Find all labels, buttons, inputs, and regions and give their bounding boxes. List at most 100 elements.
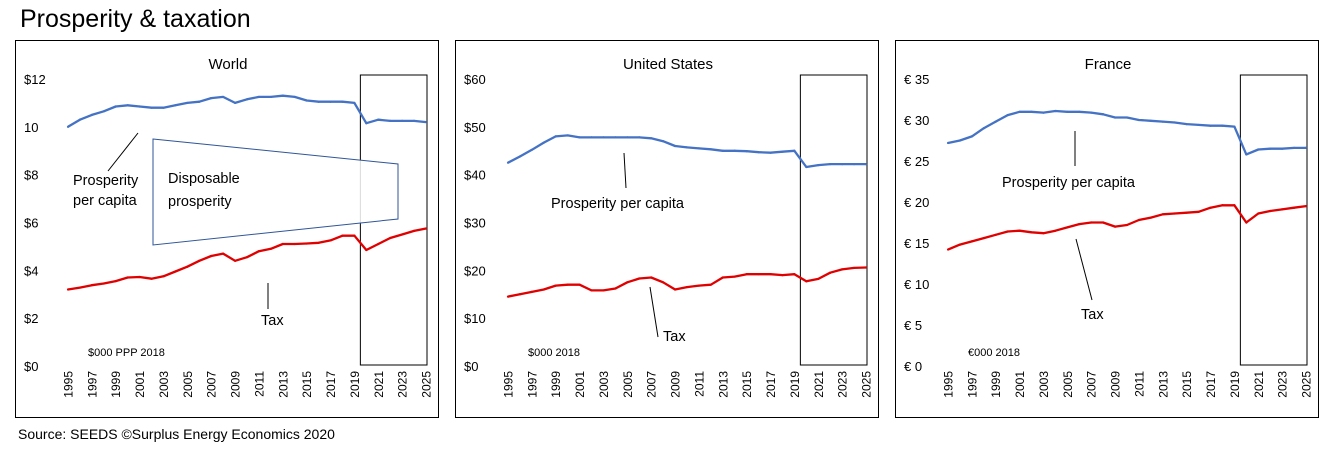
data-point-tax	[233, 259, 237, 262]
x-tick-label: 2003	[597, 371, 611, 398]
data-point-prosperity	[1269, 147, 1272, 150]
data-point-prosperity	[1125, 116, 1129, 119]
data-point-prosperity	[805, 165, 808, 169]
y-tick-label: $12	[24, 72, 46, 87]
annotation-leader-line	[107, 132, 139, 172]
x-tick-label: 1995	[62, 371, 76, 398]
data-point-tax	[1125, 223, 1129, 227]
chart-title: United States	[623, 56, 713, 73]
x-tick-label: 2017	[1204, 371, 1218, 398]
data-point-prosperity	[233, 101, 237, 105]
data-point-tax	[852, 266, 856, 270]
data-point-tax	[982, 236, 985, 240]
data-point-tax	[602, 289, 605, 292]
y-tick-label: € 25	[904, 154, 929, 169]
data-point-prosperity	[506, 161, 510, 164]
chart-title: World	[209, 56, 248, 73]
data-point-tax	[281, 242, 284, 246]
data-point-tax	[329, 239, 332, 242]
data-point-tax	[518, 293, 522, 296]
data-point-tax	[1292, 206, 1296, 209]
x-tick-label: 2023	[836, 371, 850, 398]
data-point-prosperity	[1113, 116, 1117, 119]
data-point-prosperity	[1257, 148, 1260, 151]
y-tick-label: $10	[464, 311, 486, 326]
x-tick-label: 2025	[1300, 371, 1314, 398]
data-point-tax	[1149, 216, 1152, 219]
data-point-tax	[1066, 226, 1069, 229]
chart-united-states: United States $0 $10 $20 $30 $40 $50 $60 1995 199…	[464, 56, 874, 398]
data-point-tax	[841, 268, 844, 271]
x-tick-label: 2005	[181, 371, 195, 398]
data-point-prosperity	[852, 163, 856, 166]
data-point-tax	[733, 275, 736, 278]
data-point-prosperity	[757, 151, 760, 154]
data-point-tax	[317, 241, 320, 244]
x-tick-label: 2001	[1013, 371, 1027, 398]
x-tick-label: 2007	[205, 371, 219, 398]
x-tick-label: 2021	[372, 371, 386, 398]
chart-title: France	[1085, 56, 1132, 73]
data-point-prosperity	[329, 100, 332, 103]
data-point-tax	[1185, 211, 1188, 214]
data-point-tax	[721, 276, 724, 279]
data-point-tax	[817, 277, 820, 281]
annotation-leader-line	[649, 286, 659, 338]
data-point-prosperity	[530, 148, 533, 151]
data-point-prosperity	[1245, 153, 1248, 156]
data-point-prosperity	[389, 119, 392, 122]
data-point-prosperity	[138, 105, 141, 108]
data-point-prosperity	[554, 135, 557, 138]
y-tick-label: € 5	[904, 318, 922, 333]
y-tick-label: $6	[24, 216, 38, 231]
y-tick-label: $50	[464, 120, 486, 135]
data-point-tax	[269, 247, 272, 250]
data-point-prosperity	[745, 150, 748, 153]
y-tick-label: € 30	[904, 113, 929, 128]
data-point-prosperity	[650, 137, 653, 140]
data-point-tax	[970, 240, 973, 243]
data-point-prosperity	[174, 104, 177, 107]
data-point-tax	[757, 273, 760, 276]
data-point-prosperity	[269, 95, 272, 99]
data-point-prosperity	[1221, 124, 1224, 127]
data-point-prosperity	[662, 140, 665, 143]
annotation-leader-line	[1075, 238, 1093, 301]
data-point-prosperity	[353, 101, 356, 105]
data-point-tax	[578, 283, 581, 286]
y-tick-label: € 10	[904, 277, 929, 292]
x-tick-label: 1999	[549, 371, 563, 398]
y-tick-label: $0	[24, 359, 38, 374]
data-point-prosperity	[281, 94, 284, 97]
data-point-prosperity	[697, 147, 701, 150]
data-point-tax	[685, 285, 689, 289]
data-point-prosperity	[257, 95, 261, 99]
data-point-prosperity	[542, 141, 545, 144]
x-tick-label: 1999	[989, 371, 1003, 398]
data-point-tax	[662, 281, 665, 284]
annotation-label: Tax	[261, 313, 284, 329]
data-point-tax	[138, 275, 141, 279]
x-tick-label: 2017	[324, 371, 338, 398]
data-point-prosperity	[1042, 111, 1045, 114]
data-point-prosperity	[769, 151, 772, 154]
data-point-prosperity	[1185, 123, 1188, 126]
data-point-tax	[1137, 218, 1141, 222]
data-point-tax	[946, 248, 950, 251]
data-point-tax	[697, 284, 701, 287]
data-point-prosperity	[401, 119, 404, 122]
data-point-prosperity	[102, 110, 105, 113]
x-tick-label: 2011	[692, 371, 706, 397]
data-point-prosperity	[186, 101, 189, 105]
data-point-tax	[365, 248, 368, 252]
chart-france: France € 0 € 5 € 10 € 15 € 20 € 25 € 30 € 35 1995…	[904, 56, 1314, 398]
y-tick-label: $20	[464, 263, 486, 278]
data-point-tax	[102, 282, 105, 285]
data-point-tax	[377, 242, 380, 246]
chart-panel-world: World $0 $2 $4 $6 $8 10 $12 1995 1997 1999 2001 2003…	[15, 40, 439, 418]
data-point-tax	[1042, 232, 1045, 235]
data-point-prosperity	[1137, 118, 1141, 122]
data-point-tax	[769, 273, 772, 276]
data-point-prosperity	[982, 127, 985, 130]
y-tick-label: € 0	[904, 359, 922, 374]
